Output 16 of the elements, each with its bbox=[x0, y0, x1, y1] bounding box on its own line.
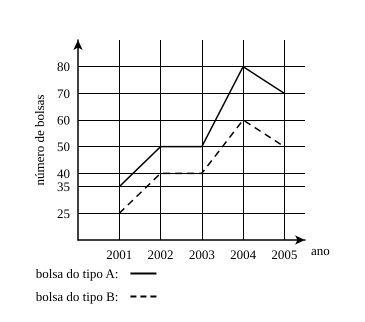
x-tick-label: 2002 bbox=[148, 247, 174, 262]
y-tick-label: 40 bbox=[57, 166, 70, 181]
x-axis-title: ano bbox=[311, 243, 330, 258]
x-tick-label: 2001 bbox=[106, 247, 132, 262]
y-tick-label: 80 bbox=[57, 59, 70, 74]
x-tick-label: 2003 bbox=[188, 247, 215, 262]
legend-label: bolsa do tipo A: bbox=[36, 266, 118, 281]
y-tick-label: 60 bbox=[57, 112, 70, 128]
x-tick-label: 2004 bbox=[230, 247, 257, 262]
y-tick-label: 70 bbox=[57, 86, 70, 101]
legend-label: bolsa do tipo B: bbox=[36, 289, 118, 304]
y-tick-label: 50 bbox=[57, 139, 70, 154]
x-tick-label: 2005 bbox=[271, 247, 298, 262]
y-tick-label: 35 bbox=[57, 179, 70, 194]
y-tick-label: 25 bbox=[57, 206, 70, 221]
y-axis-title: número de bolsas bbox=[32, 94, 48, 186]
